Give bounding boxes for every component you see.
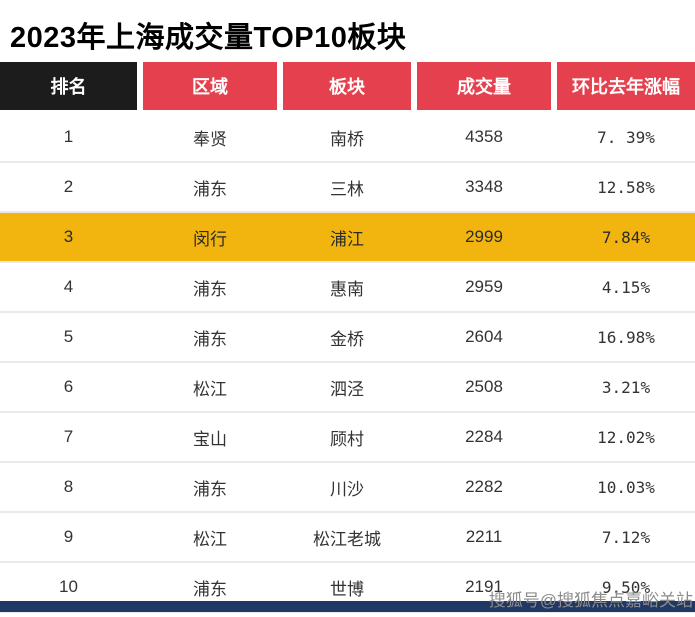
cell-region: 浦东 [193,179,227,199]
cell-plate: 世博 [330,579,364,599]
cell-rank: 1 [63,127,74,146]
table-row: 5 浦东 金桥 2604 16.98% [0,313,695,363]
cell-volume: 2191 [465,577,503,596]
header-region: 区域 [143,62,277,110]
table-row-highlighted: 3 闵行 浦江 2999 7.84% [0,213,695,263]
cell-region: 浦东 [193,279,227,299]
table-row: 8 浦东 川沙 2282 10.03% [0,463,695,513]
cell-change: 3.21% [601,377,651,397]
cell-change: 10.03% [597,477,655,497]
cell-change: 12.58% [597,177,655,197]
table-row: 7 宝山 顾村 2284 12.02% [0,413,695,463]
header-change: 环比去年涨幅 [557,62,695,110]
table-row: 1 奉贤 南桥 4358 7. 39% [0,113,695,163]
cell-region: 宝山 [193,429,227,449]
cell-rank: 7 [63,427,74,446]
cell-volume: 4358 [465,127,503,146]
cell-change: 7. 39% [597,127,655,147]
cell-plate: 浦江 [330,229,364,249]
cell-region: 浦东 [193,579,227,599]
cell-region: 松江 [193,529,227,549]
cell-rank: 5 [63,327,74,346]
table-row: 9 松江 松江老城 2211 7.12% [0,513,695,563]
table-row: 6 松江 泗泾 2508 3.21% [0,363,695,413]
cell-volume: 2508 [465,377,503,396]
cell-rank: 4 [63,277,74,296]
cell-plate: 松江老城 [313,529,381,549]
cell-rank: 10 [59,577,78,596]
header-rank: 排名 [0,62,137,110]
table-header-row: 排名 区域 板块 成交量 环比去年涨幅 [0,62,695,110]
cell-volume: 2282 [465,477,503,496]
bottom-bar [0,601,695,612]
watermark: 搜狐号@搜狐焦点嘉峪关站 [488,591,693,610]
cell-rank: 8 [63,477,74,496]
header-volume: 成交量 [417,62,551,110]
cell-plate: 惠南 [330,279,364,299]
cell-region: 松江 [193,379,227,399]
cell-change: 4.15% [601,277,651,297]
cell-change: 12.02% [597,427,655,447]
cell-plate: 三林 [330,179,364,199]
cell-volume: 2959 [465,277,503,296]
cell-rank: 2 [63,177,74,196]
cell-region: 浦东 [193,329,227,349]
page-title: 2023年上海成交量TOP10板块 [10,22,407,54]
cell-change: 9.50% [601,577,651,597]
cell-volume: 2999 [465,227,503,246]
table-row: 2 浦东 三林 3348 12.58% [0,163,695,213]
cell-plate: 金桥 [330,329,364,349]
cell-region: 奉贤 [193,129,227,149]
cell-plate: 川沙 [330,479,364,499]
cell-change: 7.84% [601,227,651,247]
cell-region: 闵行 [193,229,227,249]
cell-change: 16.98% [597,327,655,347]
cell-plate: 顾村 [330,429,364,449]
cell-rank: 6 [63,377,74,396]
cell-rank: 3 [63,227,74,246]
cell-volume: 2211 [465,527,503,546]
cell-change: 7.12% [601,527,651,547]
cell-volume: 2604 [465,327,503,346]
cell-volume: 3348 [465,177,503,196]
cell-volume: 2284 [465,427,503,446]
top10-table: 排名 区域 板块 成交量 环比去年涨幅 1 奉贤 南桥 4358 7. 39% … [0,62,695,613]
cell-region: 浦东 [193,479,227,499]
cell-plate: 南桥 [330,129,364,149]
cell-plate: 泗泾 [330,379,364,399]
cell-rank: 9 [63,527,74,546]
table-row: 4 浦东 惠南 2959 4.15% [0,263,695,313]
header-plate: 板块 [283,62,411,110]
